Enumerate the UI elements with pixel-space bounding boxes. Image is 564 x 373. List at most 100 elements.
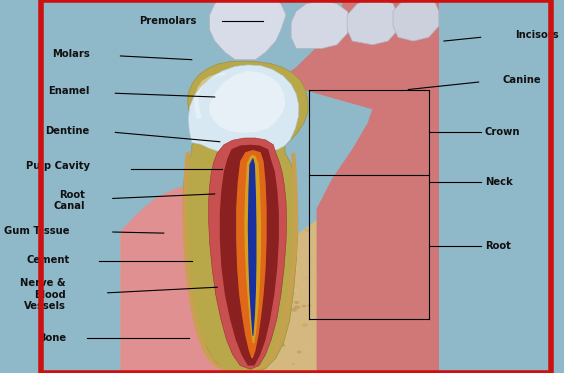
Ellipse shape <box>360 336 363 338</box>
Ellipse shape <box>144 229 151 233</box>
Ellipse shape <box>175 310 182 313</box>
Ellipse shape <box>329 301 335 305</box>
Ellipse shape <box>196 264 200 266</box>
Polygon shape <box>327 0 439 373</box>
Polygon shape <box>316 0 439 373</box>
Ellipse shape <box>241 288 244 289</box>
Ellipse shape <box>341 296 348 300</box>
Ellipse shape <box>190 235 193 238</box>
Text: Enamel: Enamel <box>49 87 90 96</box>
Ellipse shape <box>165 236 170 239</box>
Ellipse shape <box>310 260 314 261</box>
Ellipse shape <box>356 304 359 306</box>
Ellipse shape <box>307 304 311 307</box>
Ellipse shape <box>337 347 341 348</box>
Ellipse shape <box>160 271 166 274</box>
Ellipse shape <box>235 289 240 292</box>
Ellipse shape <box>281 300 287 303</box>
Ellipse shape <box>136 281 139 283</box>
Polygon shape <box>195 72 226 119</box>
Ellipse shape <box>221 327 227 330</box>
Ellipse shape <box>228 362 233 365</box>
Ellipse shape <box>153 236 157 239</box>
Polygon shape <box>393 0 439 41</box>
Ellipse shape <box>342 278 346 280</box>
Ellipse shape <box>187 285 191 286</box>
Ellipse shape <box>319 278 324 281</box>
Ellipse shape <box>142 333 148 336</box>
Ellipse shape <box>169 364 176 368</box>
Ellipse shape <box>378 348 383 351</box>
Polygon shape <box>121 205 388 373</box>
Ellipse shape <box>188 236 191 238</box>
Ellipse shape <box>135 237 138 239</box>
Ellipse shape <box>204 233 208 235</box>
Ellipse shape <box>302 305 306 307</box>
Ellipse shape <box>158 340 161 342</box>
Ellipse shape <box>243 347 246 349</box>
Ellipse shape <box>314 278 320 282</box>
Ellipse shape <box>329 292 335 295</box>
Ellipse shape <box>149 273 153 275</box>
Text: Bone: Bone <box>38 333 66 342</box>
Ellipse shape <box>321 298 329 302</box>
Polygon shape <box>121 186 227 373</box>
Ellipse shape <box>302 286 305 288</box>
Ellipse shape <box>323 230 328 233</box>
Ellipse shape <box>293 267 299 271</box>
Ellipse shape <box>289 273 295 276</box>
Text: Root: Root <box>484 241 510 251</box>
Ellipse shape <box>334 354 337 355</box>
Text: Neck: Neck <box>484 177 513 187</box>
Ellipse shape <box>285 343 289 345</box>
Ellipse shape <box>142 289 148 292</box>
Text: Root
Canal: Root Canal <box>53 190 85 211</box>
Ellipse shape <box>190 348 195 351</box>
Ellipse shape <box>279 255 283 257</box>
Ellipse shape <box>283 285 289 288</box>
Ellipse shape <box>163 297 166 299</box>
Ellipse shape <box>321 339 328 343</box>
Polygon shape <box>276 0 439 119</box>
Ellipse shape <box>179 286 184 289</box>
Ellipse shape <box>124 250 130 254</box>
Ellipse shape <box>201 270 207 273</box>
Text: Gum Tissue: Gum Tissue <box>4 226 69 236</box>
Polygon shape <box>183 61 308 372</box>
Ellipse shape <box>189 230 195 233</box>
Ellipse shape <box>205 292 212 295</box>
Ellipse shape <box>277 244 280 246</box>
Ellipse shape <box>241 294 247 297</box>
Ellipse shape <box>302 276 309 279</box>
Ellipse shape <box>212 230 218 233</box>
Ellipse shape <box>220 264 225 267</box>
Text: Crown: Crown <box>484 128 520 137</box>
Ellipse shape <box>283 317 288 320</box>
Ellipse shape <box>323 276 329 280</box>
Ellipse shape <box>250 352 253 354</box>
Ellipse shape <box>258 345 261 347</box>
Ellipse shape <box>203 363 208 366</box>
Ellipse shape <box>246 273 253 277</box>
Ellipse shape <box>345 351 351 355</box>
Ellipse shape <box>227 253 230 255</box>
Ellipse shape <box>135 316 140 319</box>
Ellipse shape <box>216 250 223 254</box>
Ellipse shape <box>302 323 308 327</box>
Ellipse shape <box>240 313 246 316</box>
Ellipse shape <box>376 266 383 270</box>
Ellipse shape <box>344 349 349 352</box>
Ellipse shape <box>285 317 288 319</box>
Ellipse shape <box>328 298 333 301</box>
Ellipse shape <box>357 362 360 364</box>
Ellipse shape <box>274 257 280 260</box>
Ellipse shape <box>201 284 204 285</box>
Ellipse shape <box>294 276 297 278</box>
Ellipse shape <box>297 351 302 353</box>
Ellipse shape <box>306 344 309 346</box>
Ellipse shape <box>148 226 155 230</box>
Ellipse shape <box>180 292 186 295</box>
Ellipse shape <box>158 238 162 240</box>
Polygon shape <box>248 159 257 336</box>
Ellipse shape <box>241 229 246 232</box>
